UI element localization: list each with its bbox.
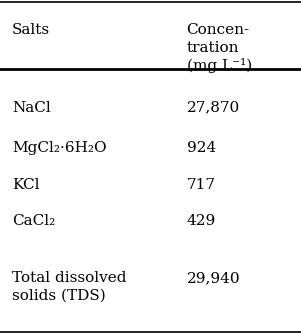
Text: Total dissolved
solids (TDS): Total dissolved solids (TDS) xyxy=(12,271,126,303)
Text: Concen-
tration
(mg L⁻¹): Concen- tration (mg L⁻¹) xyxy=(187,23,252,73)
Text: 27,870: 27,870 xyxy=(187,100,240,115)
Text: CaCl₂: CaCl₂ xyxy=(12,214,55,228)
Text: Salts: Salts xyxy=(12,23,50,38)
Text: NaCl: NaCl xyxy=(12,100,51,115)
Text: 29,940: 29,940 xyxy=(187,271,240,285)
Text: 429: 429 xyxy=(187,214,216,228)
Text: KCl: KCl xyxy=(12,178,39,192)
Text: MgCl₂·6H₂O: MgCl₂·6H₂O xyxy=(12,141,107,155)
Text: 717: 717 xyxy=(187,178,216,192)
Text: 924: 924 xyxy=(187,141,216,155)
